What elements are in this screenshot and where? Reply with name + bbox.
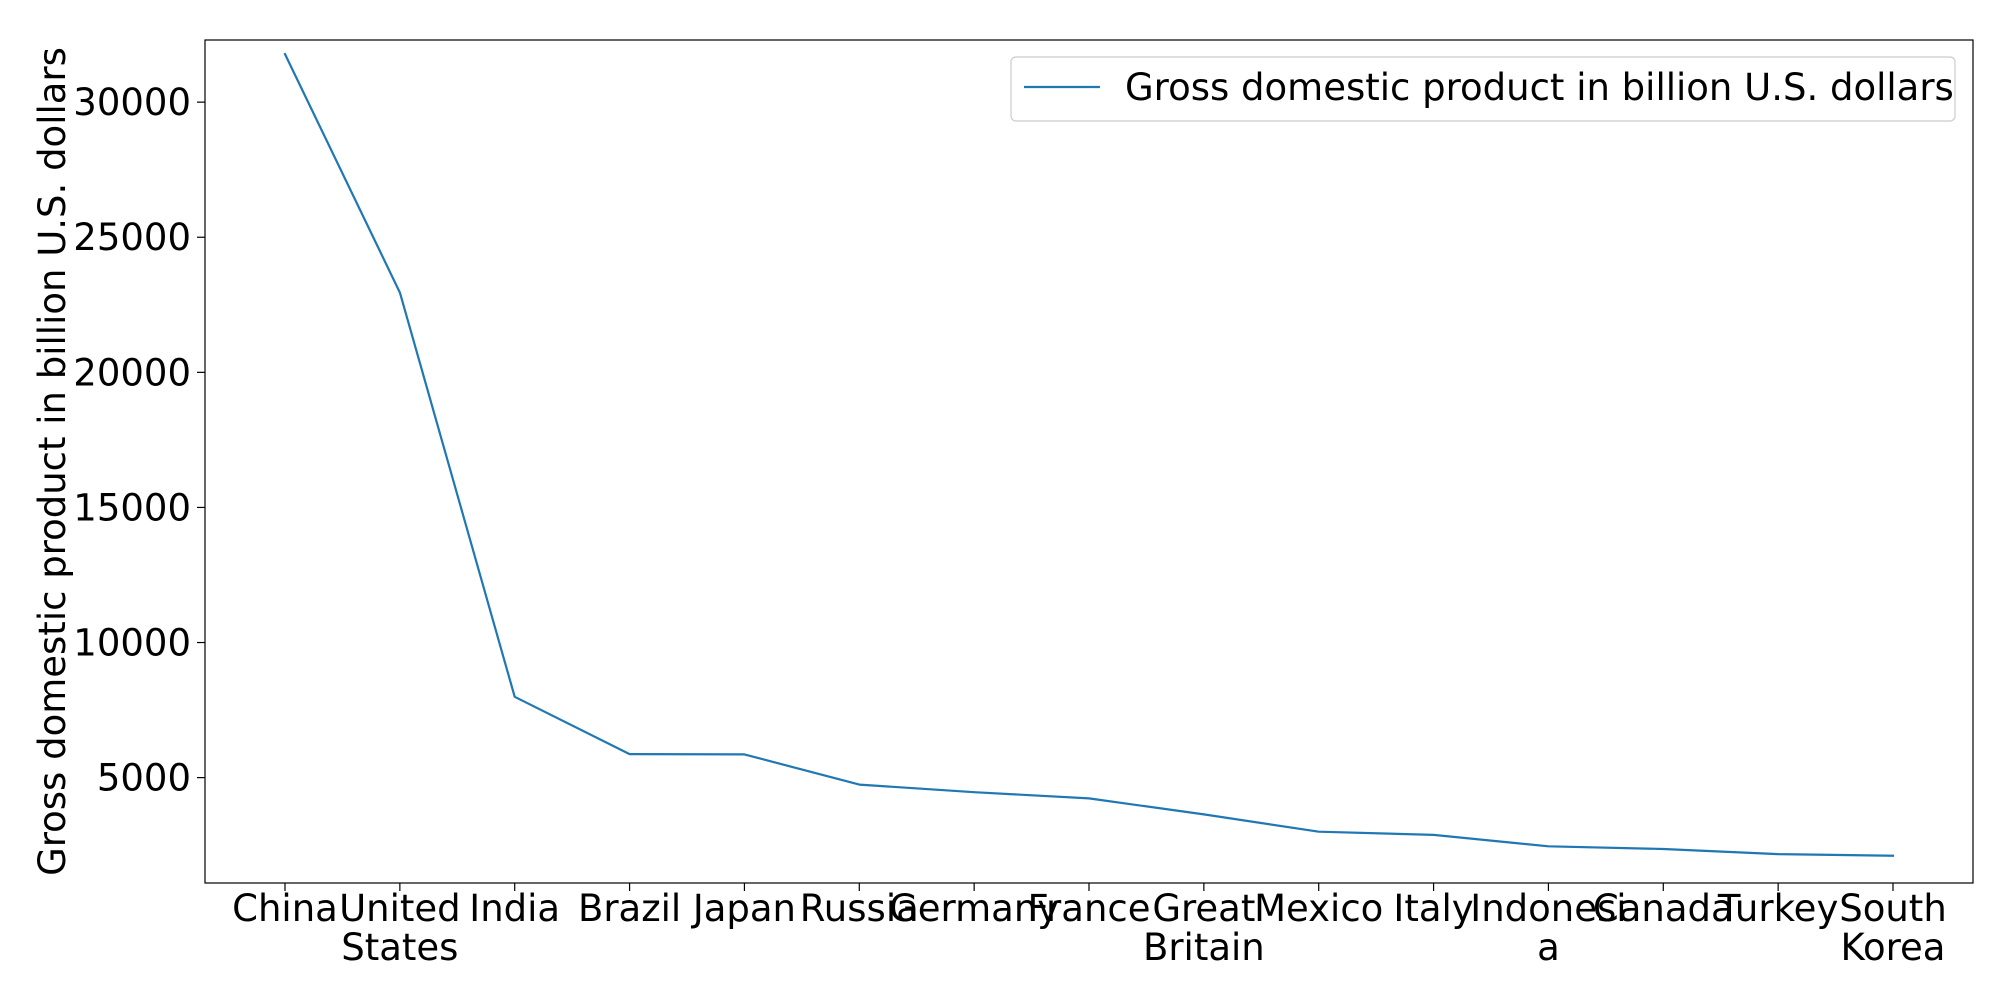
y-tick-label: 5000 [97,757,191,800]
x-tick-label: Japan [691,887,796,930]
x-tick-label: Britain [1143,926,1265,969]
x-tick-label: United [339,887,461,930]
x-tick-label: South [1839,887,1947,930]
x-tick-label: Turkey [1717,887,1838,930]
x-tick-label: China [232,887,338,930]
x-tick-label: Mexico [1254,887,1383,930]
y-axis-title: Gross domestic product in billion U.S. d… [31,47,74,876]
x-tick-label: Korea [1841,926,1946,969]
x-tick-label: a [1537,926,1560,969]
y-tick-label: 30000 [73,81,191,124]
y-tick-label: 10000 [73,622,191,665]
y-tick-label: 25000 [73,216,191,259]
x-tick-label: States [341,926,458,969]
x-tick-label: Great [1152,887,1255,930]
x-tick-label: Brazil [578,887,681,930]
x-tick-label: India [469,887,560,930]
y-tick-label: 15000 [73,486,191,529]
legend-label: Gross domestic product in billion U.S. d… [1125,66,1954,109]
x-tick-label: Canada [1593,887,1734,930]
y-tick-label: 20000 [73,351,191,394]
x-tick-label: Italy [1393,887,1473,930]
x-tick-label: France [1027,887,1150,930]
legend: Gross domestic product in billion U.S. d… [1011,57,1955,121]
